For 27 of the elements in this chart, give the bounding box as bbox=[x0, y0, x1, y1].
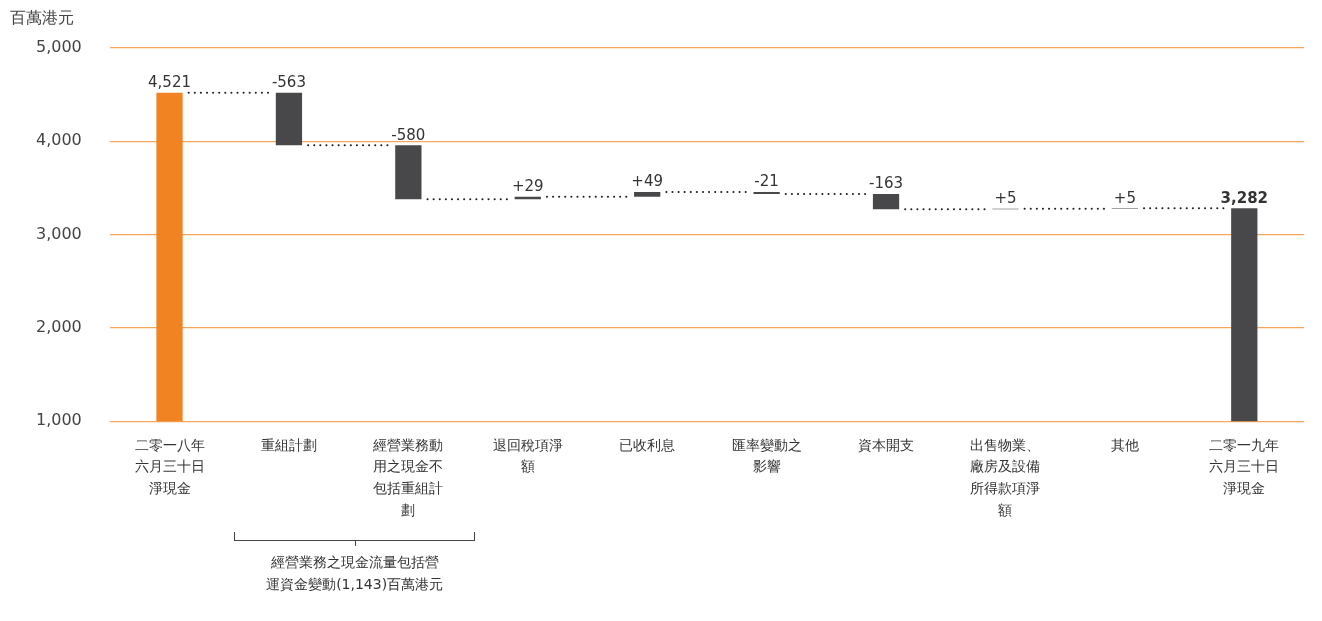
x-tick-label: 匯率變動之影響 bbox=[731, 436, 802, 475]
data-label: -563 bbox=[271, 73, 306, 92]
x-tick-label: 重組計劃 bbox=[260, 436, 317, 453]
x-tick-label: 其他 bbox=[1110, 436, 1139, 453]
data-label: 4,521 bbox=[148, 73, 191, 92]
data-label: -163 bbox=[869, 174, 904, 193]
x-tick-label: 退回稅項淨額 bbox=[492, 436, 563, 475]
data-label: 3,282 bbox=[1220, 188, 1269, 207]
x-tick-label: 出售物業、廠房及設備所得款項淨額 bbox=[970, 436, 1041, 518]
x-tick-label: 二零一八年六月三十日淨現金 bbox=[134, 436, 205, 497]
x-tick-label: 資本開支 bbox=[858, 436, 915, 453]
y-tick-label: 2,000 bbox=[35, 317, 82, 337]
x-tick-label: 已收利息 bbox=[619, 436, 676, 453]
data-label: +5 bbox=[994, 189, 1017, 208]
data-label: -580 bbox=[391, 125, 426, 144]
y-tick-label: 4,000 bbox=[35, 130, 82, 150]
y-axis-title: 百萬港元 bbox=[10, 8, 74, 29]
x-tick-label: 二零一九年六月三十日淨現金 bbox=[1209, 436, 1280, 497]
x-tick-label: 經營業務動用之現金不包括重組計劃 bbox=[372, 436, 444, 518]
data-label: +5 bbox=[1113, 188, 1136, 207]
y-tick-label: 1,000 bbox=[35, 410, 82, 430]
data-label: -21 bbox=[754, 172, 779, 191]
text: 經營業務之現金流量包括營運資金變動(1,143)百萬港元 bbox=[265, 553, 445, 594]
data-label: +29 bbox=[511, 177, 544, 196]
y-tick-label: 3,000 bbox=[35, 223, 82, 243]
y-tick-label: 5,000 bbox=[35, 37, 82, 57]
data-label: +49 bbox=[631, 172, 664, 191]
